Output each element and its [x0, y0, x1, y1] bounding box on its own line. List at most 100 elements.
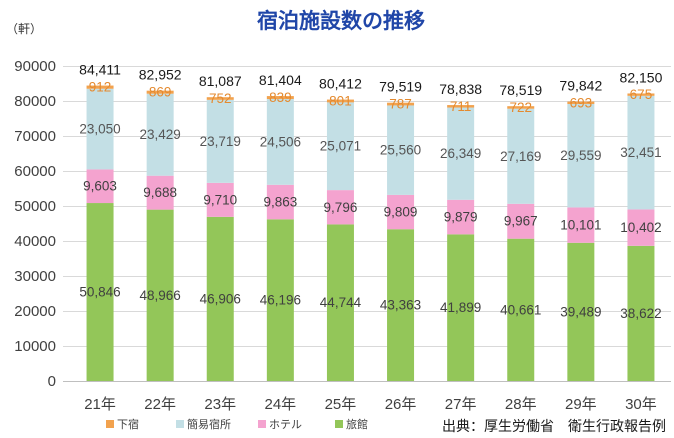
y-tick-label: 20000	[14, 303, 56, 320]
data-label-geshuku: 801	[329, 93, 352, 108]
legend-label: 下宿	[117, 417, 139, 431]
data-label-kan-i-shukusho: 23,429	[140, 127, 181, 142]
data-label-hotel: 9,879	[444, 210, 478, 225]
bar-segment-hotel	[387, 194, 415, 230]
x-tick-label: 28年	[505, 396, 537, 413]
bar-stack	[447, 105, 475, 381]
bar-segment-hotel	[567, 207, 595, 243]
legend-item-geshuku: 下宿	[106, 417, 139, 431]
y-tick-label: 40000	[14, 233, 56, 250]
data-label-ryokan: 44,744	[320, 295, 362, 310]
bar-segment-kan-i-shukusho	[507, 108, 535, 204]
bar-segment-hotel	[206, 182, 234, 217]
total-label: 82,952	[139, 67, 182, 83]
total-label: 78,519	[499, 82, 542, 98]
bar-segment-geshuku	[507, 106, 535, 109]
data-label-kan-i-shukusho: 23,050	[79, 122, 120, 137]
bar-segment-kan-i-shukusho	[86, 88, 114, 170]
bar-segment-hotel	[447, 199, 475, 235]
bar-segment-hotel	[266, 184, 294, 220]
data-label-kan-i-shukusho: 29,559	[560, 148, 601, 163]
y-tick-label: 50000	[14, 198, 56, 215]
bar-segment-geshuku	[627, 93, 655, 96]
total-label: 81,404	[259, 72, 302, 88]
y-tick-label: 0	[48, 373, 56, 390]
data-label-geshuku: 912	[89, 80, 112, 95]
legend-item-hotel: ホテル	[258, 418, 302, 431]
y-tick-label: 90000	[14, 58, 56, 75]
total-label: 78,838	[439, 81, 482, 97]
y-tick-label: 80000	[14, 93, 56, 110]
x-tick-label: 30年	[625, 396, 657, 413]
bar-segment-geshuku	[447, 105, 475, 108]
bar-segment-geshuku	[86, 85, 114, 89]
data-label-kan-i-shukusho: 26,349	[440, 146, 481, 161]
bar-segment-geshuku	[146, 90, 174, 94]
data-label-ryokan: 46,906	[200, 291, 241, 306]
source-note: 出典：厚生労働省 衛生行政報告例	[442, 419, 666, 435]
y-tick-label: 10000	[14, 338, 56, 355]
total-label: 81,087	[199, 73, 242, 89]
data-label-kan-i-shukusho: 24,506	[260, 134, 301, 149]
data-label-geshuku: 693	[570, 95, 593, 110]
legend-swatch	[335, 420, 343, 428]
bar-segment-geshuku	[567, 101, 595, 104]
bar-segment-kan-i-shukusho	[206, 99, 234, 183]
bar-segment-hotel	[146, 175, 174, 210]
bar-segment-hotel	[627, 209, 655, 246]
data-label-geshuku: 752	[209, 91, 232, 106]
y-tick-label: 60000	[14, 163, 56, 180]
total-label: 82,150	[620, 69, 663, 85]
data-label-geshuku: 839	[269, 90, 292, 105]
bar-stack	[567, 101, 595, 381]
data-label-geshuku: 869	[149, 85, 172, 100]
data-label-ryokan: 40,661	[500, 302, 541, 317]
bar-stack	[266, 96, 294, 381]
bar-stacks	[86, 85, 655, 381]
legend-swatch	[176, 420, 184, 428]
data-label-ryokan: 38,622	[620, 306, 661, 321]
data-label-hotel: 9,809	[384, 205, 418, 220]
y-tick-label: 30000	[14, 268, 56, 285]
legend-label: 旅館	[346, 417, 368, 431]
data-label-ryokan: 43,363	[380, 298, 421, 313]
x-tick-label: 24年	[265, 396, 297, 413]
data-label-hotel: 9,688	[143, 185, 177, 200]
data-label-ryokan: 46,196	[260, 293, 301, 308]
total-label: 84,411	[79, 62, 121, 78]
x-tick-label: 21年	[84, 396, 116, 413]
data-label-ryokan: 41,899	[440, 300, 481, 315]
data-label-kan-i-shukusho: 23,719	[200, 134, 241, 149]
y-tick-label: 70000	[14, 128, 56, 145]
data-label-kan-i-shukusho: 25,560	[380, 143, 421, 158]
bar-segment-ryokan	[627, 245, 655, 381]
bar-segment-kan-i-shukusho	[447, 107, 475, 200]
bar-segment-ryokan	[326, 224, 354, 381]
data-label-hotel: 9,603	[83, 179, 117, 194]
bar-stack	[146, 90, 174, 381]
data-label-kan-i-shukusho: 32,451	[620, 145, 661, 160]
bar-segment-ryokan	[86, 203, 114, 381]
y-axis-tick-labels: 0 10000 20000 30000 40000 50000 60000 70000 8000…	[14, 58, 56, 390]
x-tick-label: 22年	[144, 396, 176, 413]
segment-data-labels: 50,846 9,603 23,050 912 48,966 9,688 23,429 869…	[79, 80, 661, 321]
data-label-kan-i-shukusho: 27,169	[500, 149, 541, 164]
bar-segment-kan-i-shukusho	[627, 95, 655, 210]
data-label-hotel: 9,710	[203, 192, 237, 207]
data-label-geshuku: 722	[509, 100, 532, 115]
legend-swatch	[258, 420, 266, 428]
data-label-ryokan: 48,966	[140, 288, 181, 303]
legend: 下宿 簡易宿所 ホテル 旅館	[106, 417, 368, 431]
x-tick-label: 26年	[385, 396, 417, 413]
bar-segment-kan-i-shukusho	[326, 102, 354, 191]
bar-stack	[387, 102, 415, 381]
data-label-hotel: 10,402	[620, 220, 661, 235]
bar-segment-kan-i-shukusho	[146, 93, 174, 176]
bar-stack	[326, 99, 354, 381]
bar-segment-ryokan	[206, 216, 234, 381]
data-label-kan-i-shukusho: 25,071	[320, 139, 361, 154]
x-tick-label: 29年	[565, 396, 597, 413]
bar-stack	[86, 85, 114, 381]
bar-segment-geshuku	[387, 102, 415, 106]
legend-label: ホテル	[269, 418, 302, 431]
